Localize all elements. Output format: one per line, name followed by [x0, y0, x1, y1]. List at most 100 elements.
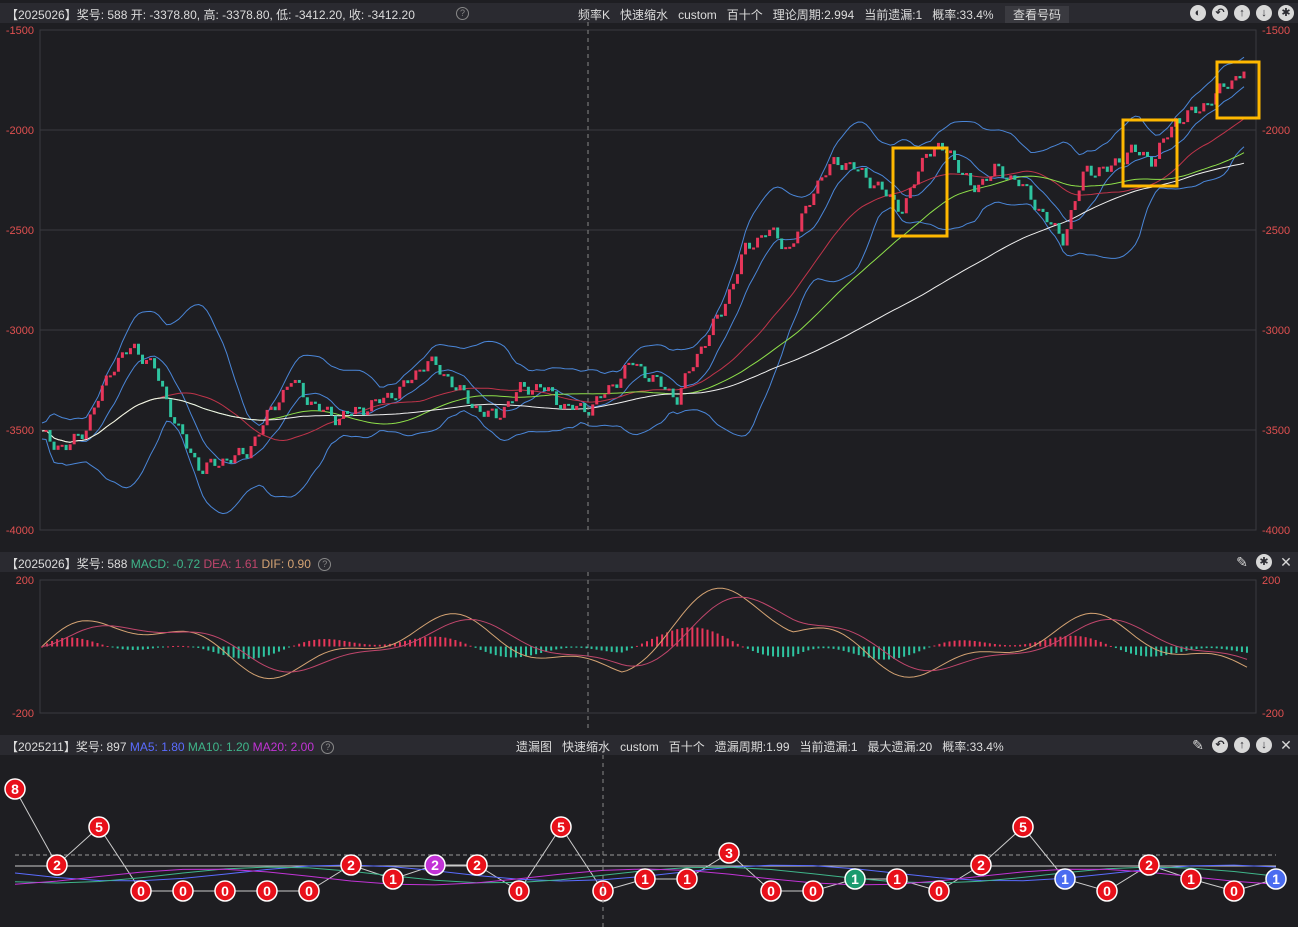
back-icon[interactable]: ↶ — [1212, 737, 1228, 753]
candle — [149, 358, 153, 361]
candle — [1073, 201, 1077, 211]
candle — [663, 386, 667, 390]
group-label[interactable]: 百十个 — [726, 8, 763, 22]
candle — [136, 343, 140, 355]
gear-icon[interactable]: ✱ — [1278, 5, 1294, 21]
macd-bar — [605, 646, 608, 652]
macd-bar — [1024, 644, 1027, 647]
macd-bar — [958, 640, 961, 647]
macd-bar — [782, 646, 785, 658]
candle — [165, 386, 169, 400]
candle — [804, 205, 808, 214]
candle — [48, 430, 52, 442]
candle — [265, 409, 269, 426]
miss-marker — [466, 854, 488, 876]
miss-marker — [424, 854, 446, 876]
miss-prefix: 【2025211】奖号: 897 — [6, 740, 127, 754]
candle — [691, 367, 695, 372]
miss-group-label[interactable]: 百十个 — [668, 740, 705, 754]
candle — [796, 231, 800, 244]
main-kline-chart[interactable]: -1500 -1500 -2000 -2000 -2500 -2500 -3000 -3000… — [0, 22, 1298, 552]
miss-custom-label[interactable]: custom — [620, 740, 659, 754]
arrow-down-icon[interactable]: ↓ — [1256, 5, 1272, 21]
miss-marker-label: 2 — [347, 857, 355, 873]
help-icon[interactable]: ? — [318, 558, 332, 572]
candle — [1206, 103, 1210, 106]
miss-mode-label[interactable]: 遗漏图 — [516, 740, 553, 754]
miss-chart[interactable]: 8250000021220501130011025102101 — [0, 755, 1298, 927]
candle — [486, 410, 490, 417]
macd-bar — [419, 637, 422, 647]
macd-bar — [182, 645, 185, 647]
macd-bar — [479, 646, 482, 650]
candle — [1190, 106, 1194, 111]
candle — [301, 382, 305, 398]
macd-bar — [383, 644, 386, 647]
macd-bar — [585, 646, 588, 649]
macd-bar — [696, 627, 699, 647]
ma10-line — [41, 86, 1245, 465]
speed-label[interactable]: 快速缩水 — [620, 8, 669, 22]
help-icon[interactable]: ? — [321, 741, 335, 755]
macd-bar — [247, 646, 250, 659]
candle — [735, 274, 739, 284]
pin-icon[interactable]: ✎ — [1192, 737, 1204, 753]
candle — [321, 409, 325, 412]
macd-bar — [928, 646, 931, 648]
candle — [772, 227, 776, 230]
candle — [1025, 184, 1029, 187]
miss-marker-label: 0 — [221, 883, 229, 899]
y-tick-label-left: -1500 — [6, 25, 34, 37]
macd-bar — [449, 638, 452, 647]
pin-icon[interactable]: ✎ — [1236, 554, 1248, 570]
dif-value: DIF: 0.90 — [261, 557, 311, 571]
mode-label[interactable]: 频率K — [578, 8, 611, 22]
candle — [116, 357, 120, 372]
close-icon[interactable]: ✕ — [1280, 737, 1292, 753]
candle — [84, 430, 88, 439]
candle — [1129, 144, 1133, 153]
arrow-down-icon[interactable]: ↓ — [1256, 737, 1272, 753]
macd-bar — [398, 642, 401, 647]
miss-speed-label[interactable]: 快速缩水 — [562, 740, 611, 754]
macd-bar — [983, 642, 986, 647]
candle — [209, 458, 213, 463]
help-icon[interactable]: ? — [456, 7, 469, 20]
candle — [434, 356, 438, 365]
custom-label[interactable]: custom — [678, 8, 717, 22]
macd-bar — [293, 645, 296, 647]
arrow-up-icon[interactable]: ↑ — [1234, 737, 1250, 753]
macd-info: 【2025026】奖号: 588 MACD: -0.72 DEA: 1.61 D… — [6, 555, 332, 572]
candle — [816, 180, 820, 194]
compass-icon[interactable]: ◐ — [1190, 5, 1206, 21]
miss-marker-label: 0 — [179, 883, 187, 899]
macd-bar — [646, 641, 648, 647]
gear-icon[interactable]: ✱ — [1256, 554, 1272, 570]
close-icon[interactable]: ✕ — [1280, 554, 1292, 570]
macd-bar — [837, 646, 840, 650]
macd-frame — [39, 579, 1257, 714]
candle — [253, 436, 257, 447]
candle — [414, 370, 418, 380]
macd-chart[interactable]: 200 200 -200 -200 — [0, 572, 1298, 732]
arrow-up-icon[interactable]: ↑ — [1234, 5, 1250, 21]
macd-bar — [998, 644, 1001, 647]
macd-bar — [686, 627, 689, 647]
macd-bar — [877, 646, 880, 660]
view-numbers-button[interactable]: 查看号码 — [1004, 6, 1069, 23]
candle — [973, 185, 977, 193]
candle — [92, 407, 96, 415]
ma5-value: MA5: 1.80 — [129, 740, 185, 754]
macd-bar — [580, 646, 583, 648]
candle — [739, 254, 743, 275]
candle — [241, 447, 245, 455]
candle — [932, 147, 936, 157]
candle — [362, 407, 366, 416]
candle — [96, 400, 100, 408]
back-icon[interactable]: ↶ — [1212, 5, 1228, 21]
candle — [1041, 208, 1045, 212]
candle — [695, 353, 699, 368]
candle — [52, 441, 56, 450]
macd-bar — [1205, 646, 1208, 649]
macd-bar — [691, 627, 694, 647]
